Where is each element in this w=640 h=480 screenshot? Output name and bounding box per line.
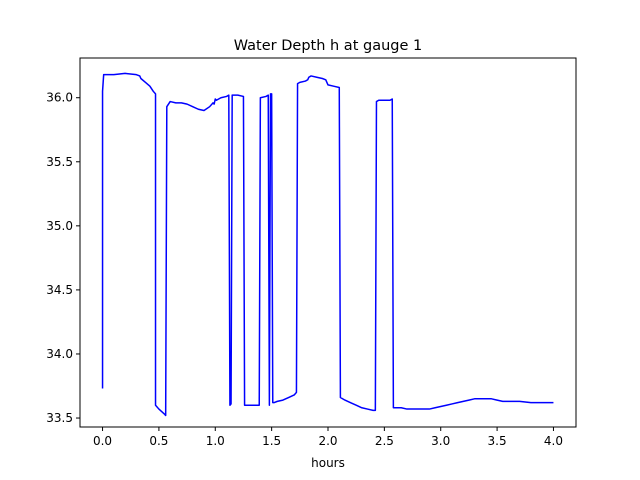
x-tick-label: 3.0 — [431, 434, 450, 448]
x-axis-label: hours — [311, 456, 345, 470]
y-tick-label: 34.0 — [46, 347, 73, 361]
chart-title: Water Depth h at gauge 1 — [234, 38, 422, 54]
x-tick-label: 3.5 — [488, 434, 507, 448]
x-tick-label: 1.0 — [206, 434, 225, 448]
x-tick-label: 0.0 — [93, 434, 112, 448]
axis-ticks: 0.0 0.5 1.0 1.5 2.0 2.5 3.0 3.5 4.0 33.5 34.0 34.5 3… — [46, 91, 563, 448]
y-tick-label: 34.5 — [46, 283, 73, 297]
x-tick-label: 2.5 — [375, 434, 394, 448]
y-tick-label: 35.0 — [46, 219, 73, 233]
y-tick-label: 33.5 — [46, 411, 73, 425]
y-tick-label: 35.5 — [46, 155, 73, 169]
y-tick-label: 36.0 — [46, 91, 73, 105]
x-tick-label: 0.5 — [149, 434, 168, 448]
series-line-1 — [101, 72, 554, 417]
x-tick-label: 1.5 — [262, 434, 281, 448]
x-tick-label: 4.0 — [544, 434, 563, 448]
plot-area — [101, 72, 554, 417]
x-tick-label: 2.0 — [318, 434, 337, 448]
plot-frame — [79, 57, 577, 428]
